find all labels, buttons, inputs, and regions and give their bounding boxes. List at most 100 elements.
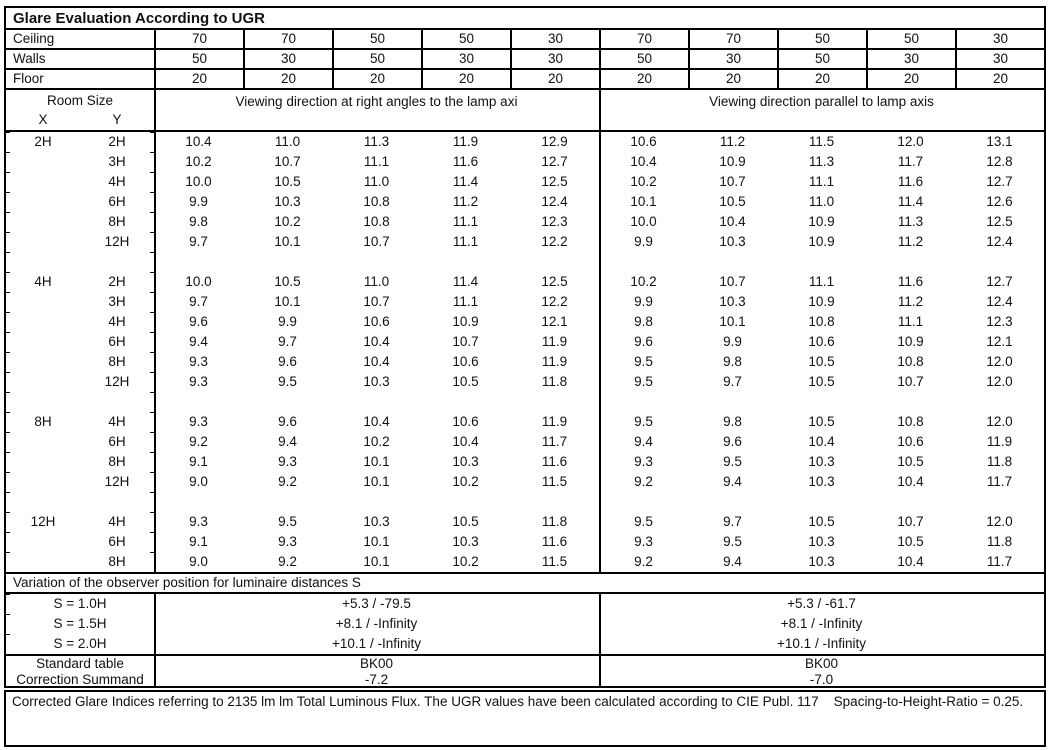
variation-value-parallel: +10.1 / -Infinity [777, 636, 866, 651]
spacer-row [6, 492, 1044, 512]
room-size-y: 8H [108, 354, 126, 369]
ugr-value: 11.6 [897, 174, 924, 189]
ugr-value: 10.5 [808, 414, 835, 429]
room-size-x [6, 292, 80, 312]
room-size-x [6, 432, 80, 452]
reflectance-value: 50 [421, 30, 510, 48]
observer-variation-heading: Variation of the observer position for l… [6, 572, 1044, 594]
ugr-value: 10.8 [897, 414, 924, 429]
reflectance-value: 20 [332, 70, 421, 88]
ugr-value: 11.0 [363, 274, 390, 289]
ugr-value: 12.7 [986, 274, 1013, 289]
ugr-table-row: 6H 9.2 9.4 10.2 10.4 11.7 9.4 9.6 10.4 10.6 11.9 [6, 432, 1044, 452]
ugr-value: 12.5 [986, 214, 1013, 229]
ugr-value: 9.8 [723, 414, 742, 429]
ugr-value: 9.3 [189, 514, 208, 529]
room-size-label: Room Size [46, 93, 114, 108]
s-distance-label: S = 1.5H [53, 616, 107, 631]
ugr-value: 10.7 [363, 234, 390, 249]
ugr-value: 9.2 [278, 474, 297, 489]
summary-label: Correction Summand [16, 672, 144, 687]
s-distance-label: S = 2.0H [53, 636, 107, 651]
room-size-x [6, 332, 80, 352]
reflectance-value: 20 [154, 70, 243, 88]
ugr-value: 10.7 [274, 154, 301, 169]
room-size-y: 8H [108, 454, 126, 469]
observer-variation-rows: S = 1.0H +5.3 / -79.5 +5.3 / -61.7 S = 1.5H… [6, 594, 1044, 654]
ugr-value: 11.7 [541, 434, 568, 449]
ugr-value: 12.4 [541, 194, 568, 209]
ugr-value: 10.4 [897, 554, 924, 569]
ugr-value: 10.3 [808, 554, 835, 569]
ugr-value: 10.6 [363, 314, 390, 329]
observer-variation-row: S = 2.0H +10.1 / -Infinity +10.1 / -Infini… [6, 634, 1044, 654]
variation-value-parallel: +8.1 / -Infinity [780, 616, 863, 631]
ugr-value: 11.0 [274, 134, 301, 149]
ugr-value: 11.2 [897, 234, 924, 249]
ugr-value: 11.4 [452, 274, 479, 289]
ugr-value: 10.1 [363, 474, 390, 489]
room-size-y: 3H [108, 154, 126, 169]
reflectance-value: 70 [243, 30, 332, 48]
ugr-table-row: 8H 9.3 9.6 10.4 10.6 11.9 9.5 9.8 10.5 10.8 12.0 [6, 352, 1044, 372]
reflectance-value: 50 [777, 30, 866, 48]
divider [154, 656, 156, 686]
summary-value-crosswise: BK00 [359, 656, 394, 671]
ugr-value: 10.0 [185, 274, 212, 289]
ugr-value: 10.6 [808, 334, 835, 349]
ugr-value: 11.8 [541, 514, 568, 529]
ugr-value: 10.1 [630, 194, 657, 209]
ugr-value: 10.7 [363, 294, 390, 309]
ugr-value: 9.3 [634, 534, 653, 549]
reflectance-value: 70 [599, 30, 688, 48]
ugr-value: 9.7 [723, 374, 742, 389]
room-size-x [6, 312, 80, 332]
ugr-value: 12.8 [986, 154, 1013, 169]
ugr-value: 9.4 [723, 554, 742, 569]
summary-section: Standard table BK00 BK00 Correction Summand… [6, 654, 1044, 687]
ugr-value: 11.6 [897, 274, 924, 289]
room-size-y: 6H [108, 534, 126, 549]
summary-row: Standard table BK00 BK00 [6, 656, 1044, 672]
ugr-table-row: 6H 9.4 9.7 10.4 10.7 11.9 9.6 9.9 10.6 10.9 12.1 [6, 332, 1044, 352]
ugr-table-row: 3H 10.2 10.7 11.1 11.6 12.7 10.4 10.9 11.3 11.7 12… [6, 152, 1044, 172]
ugr-value: 10.0 [185, 174, 212, 189]
ugr-value: 10.7 [452, 334, 479, 349]
ugr-value: 12.5 [541, 274, 568, 289]
reflectance-value: 30 [243, 50, 332, 68]
ugr-value: 10.5 [274, 174, 301, 189]
ugr-value: 10.4 [363, 354, 390, 369]
ugr-value: 9.9 [723, 334, 742, 349]
ugr-value: 9.7 [189, 234, 208, 249]
reflectance-value: 30 [955, 30, 1044, 48]
ugr-value: 12.0 [897, 134, 924, 149]
ugr-value: 11.8 [541, 374, 568, 389]
ugr-value: 10.3 [363, 374, 390, 389]
ugr-value: 9.7 [189, 294, 208, 309]
ugr-value: 9.0 [189, 554, 208, 569]
ugr-value: 10.4 [630, 154, 657, 169]
room-size-x: 2H [34, 134, 52, 149]
variation-value-crosswise: +10.1 / -Infinity [332, 636, 421, 651]
footer-note: Corrected Glare Indices referring to 213… [4, 690, 1046, 747]
ugr-value: 12.1 [986, 334, 1013, 349]
observer-variation-row: S = 1.5H +8.1 / -Infinity +8.1 / -Infinity [6, 614, 1044, 634]
column-header-section: Room Size X Y Viewing direction at right… [6, 90, 1044, 132]
ugr-value: 10.9 [719, 154, 746, 169]
ugr-value: 11.2 [452, 194, 479, 209]
divider [154, 132, 156, 572]
ugr-value: 9.3 [634, 454, 653, 469]
ugr-value: 9.9 [634, 294, 653, 309]
ugr-value: 9.2 [189, 434, 208, 449]
room-size-y: 8H [108, 214, 126, 229]
ugr-value: 11.9 [452, 134, 479, 149]
reflectance-value: 50 [777, 50, 866, 68]
ugr-table-row: 2H 2H 10.4 11.0 11.3 11.9 12.9 10.6 11.2 11.5 12.0… [6, 132, 1044, 152]
ugr-table-row: 4H 9.6 9.9 10.6 10.9 12.1 9.8 10.1 10.8 11.1 12.3 [6, 312, 1044, 332]
reflectance-value: 20 [243, 70, 332, 88]
ugr-table-row: 12H 9.7 10.1 10.7 11.1 12.2 9.9 10.3 10.9 11.2 12.… [6, 232, 1044, 252]
surface-label: Walls [13, 51, 46, 66]
reflectance-value: 30 [421, 50, 510, 68]
ugr-table-row: 8H 9.1 9.3 10.1 10.3 11.6 9.3 9.5 10.3 10.5 11.8 [6, 452, 1044, 472]
summary-row: Correction Summand -7.2 -7.0 [6, 672, 1044, 687]
